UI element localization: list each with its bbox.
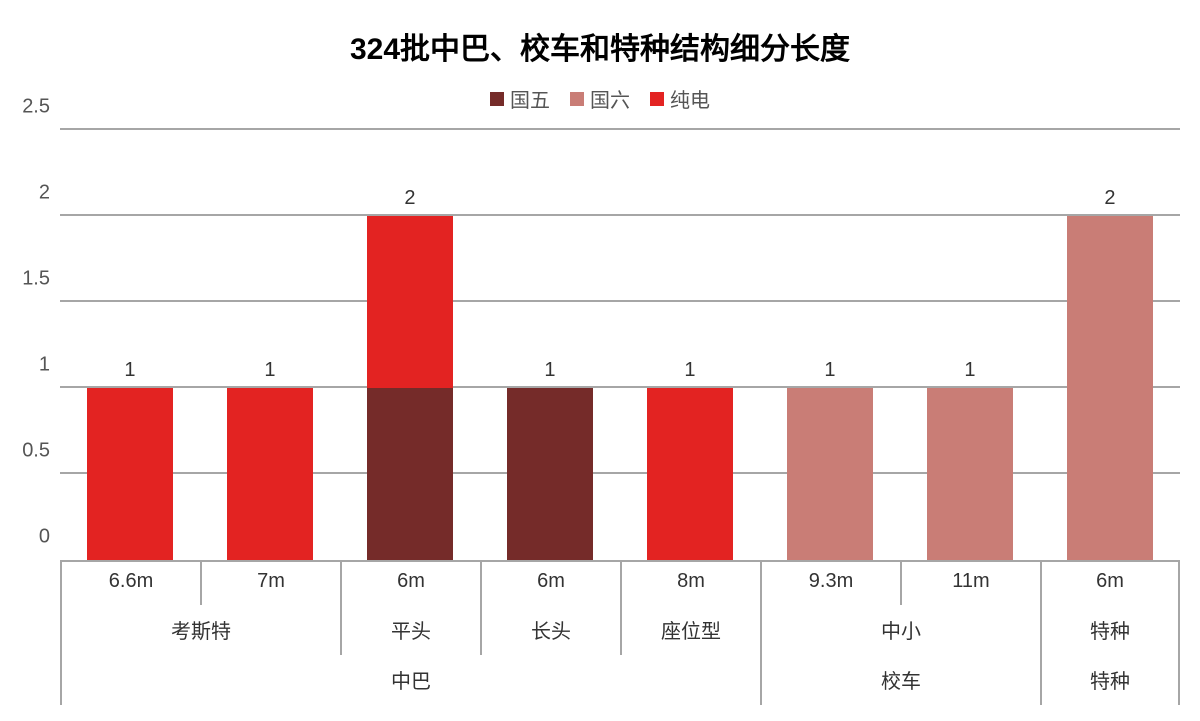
y-tick-label: 0 — [10, 526, 50, 549]
x-axis-row-0: 6.6m7m6m6m8m9.3m11m6m — [60, 560, 1180, 605]
x-axis-label: 特种 — [1040, 605, 1180, 655]
x-axis-label: 7m — [200, 560, 340, 605]
x-axis-label: 6m — [340, 560, 480, 605]
y-tick-label: 0.5 — [10, 440, 50, 463]
x-axis-label: 9.3m — [760, 560, 900, 605]
x-axis-label: 11m — [900, 560, 1040, 605]
y-tick-label: 2 — [10, 182, 50, 205]
x-axis-label: 6.6m — [60, 560, 200, 605]
x-axis-label: 6m — [1040, 560, 1180, 605]
x-axis-label: 座位型 — [620, 605, 760, 655]
x-axis-label: 特种 — [1040, 655, 1180, 705]
y-tick-label: 1.5 — [10, 268, 50, 291]
x-axis-label: 校车 — [760, 655, 1040, 705]
x-axis-label: 平头 — [340, 605, 480, 655]
x-axis-label: 8m — [620, 560, 760, 605]
y-tick-label: 2.5 — [10, 96, 50, 119]
x-axis-row-2: 中巴校车特种 — [60, 655, 1180, 705]
x-axis-label: 中小 — [760, 605, 1040, 655]
x-axis-label: 长头 — [480, 605, 620, 655]
x-axis: 6.6m7m6m6m8m9.3m11m6m考斯特平头长头座位型中小特种中巴校车特… — [60, 0, 1180, 705]
x-axis-label: 6m — [480, 560, 620, 605]
x-axis-label: 中巴 — [60, 655, 760, 705]
chart-container: 324批中巴、校车和特种结构细分长度 国五国六纯电 00.511.522.511… — [0, 0, 1200, 721]
x-axis-row-1: 考斯特平头长头座位型中小特种 — [60, 605, 1180, 655]
y-tick-label: 1 — [10, 354, 50, 377]
x-axis-label: 考斯特 — [60, 605, 340, 655]
